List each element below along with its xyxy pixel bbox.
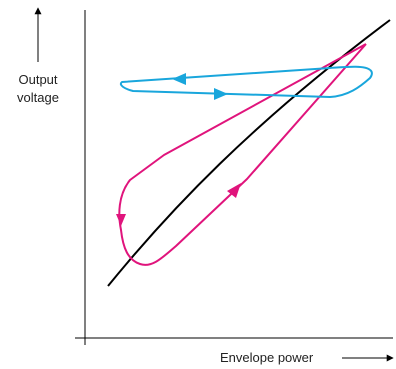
magenta-arrowhead-up bbox=[227, 183, 241, 198]
magenta-arrowhead-down bbox=[116, 214, 126, 226]
cyan-loop bbox=[119, 65, 373, 98]
cyan-arrowhead-left bbox=[172, 73, 186, 85]
transfer-curve bbox=[107, 19, 391, 287]
magenta-loop bbox=[118, 43, 367, 266]
x-axis-label: Envelope power bbox=[220, 350, 314, 365]
cyan-arrowhead-right bbox=[214, 88, 228, 100]
y-axis-label-line2: voltage bbox=[17, 90, 59, 105]
y-axis-label-line1: Output bbox=[18, 72, 57, 87]
